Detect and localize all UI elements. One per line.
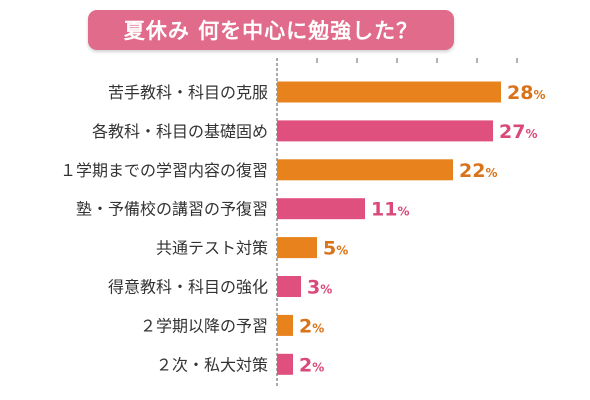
data-label: 11%: [371, 199, 409, 221]
bar: [277, 353, 293, 375]
bar: [277, 81, 501, 103]
bar: [277, 120, 493, 142]
bar: [277, 237, 317, 259]
bar: [277, 276, 301, 297]
category-label: １学期までの学習内容の復習: [60, 161, 268, 180]
labels-layer: 苦手教科・科目の克服 28% 各教科・科目の基礎固め 27% １学期までの学習内容の復習…: [60, 82, 546, 376]
data-label: 5%: [323, 238, 348, 260]
category-label: 各教科・科目の基礎固め: [92, 122, 268, 141]
chart-title: 夏休み 何を中心に勉強した？: [123, 19, 419, 43]
chart-title-box: 夏休み 何を中心に勉強した？: [88, 10, 454, 50]
bar: [277, 198, 365, 220]
data-label: 2%: [299, 315, 324, 337]
data-label: 22%: [459, 160, 497, 182]
data-label: 2%: [299, 354, 324, 376]
category-label: 塾・予備校の講習の予復習: [76, 200, 268, 219]
data-label: 28%: [507, 82, 545, 104]
category-label: ２学期以降の予習: [140, 316, 268, 335]
category-label: 得意教科・科目の強化: [108, 278, 268, 297]
bar: [277, 159, 453, 181]
category-label: 共通テスト対策: [156, 239, 268, 258]
data-label: 27%: [499, 121, 537, 143]
axis-layer: [276, 58, 518, 386]
data-label: 3%: [307, 277, 332, 299]
category-label: 苦手教科・科目の克服: [108, 83, 268, 102]
bars-layer: [277, 81, 501, 375]
bar: [277, 314, 293, 336]
category-label: ２次・私大対策: [156, 355, 268, 374]
